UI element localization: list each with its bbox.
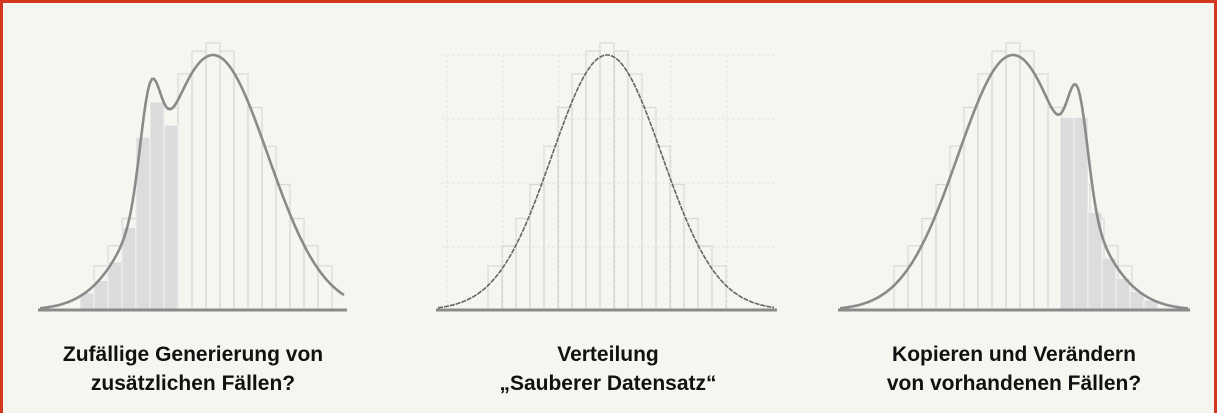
histogram-bar [641, 106, 657, 311]
caption-line: zusätzlichen Fällen? [90, 372, 296, 395]
histogram-bar [515, 217, 531, 311]
histogram-bar [963, 106, 979, 311]
added-bar [1101, 257, 1117, 311]
added-bar [1059, 117, 1075, 311]
histogram-bar [501, 245, 517, 311]
histogram-bar [543, 145, 559, 311]
histogram-bar [977, 73, 993, 311]
histogram-bar [247, 106, 263, 311]
histogram-bar [697, 245, 713, 311]
histogram-bar [177, 73, 193, 311]
histogram-bar [613, 50, 629, 311]
histogram-bar [557, 106, 573, 311]
curve [437, 54, 775, 309]
curve [839, 53, 1189, 310]
caption: Verteilung „Sauberer Datensatz“ [418, 340, 798, 398]
caption-line: „Sauberer Datensatz“ [499, 372, 717, 395]
histogram-bar [1033, 73, 1049, 311]
histogram-bar [571, 73, 587, 311]
histogram-bar [219, 50, 235, 311]
histogram-bar [275, 183, 291, 311]
caption: Zufällige Generierung von zusätzlichen F… [3, 340, 383, 398]
added-bar [163, 124, 179, 311]
histogram-bar [599, 42, 615, 311]
added-bar [149, 101, 165, 311]
histogram-bar [1019, 50, 1035, 311]
histogram-bar [585, 50, 601, 311]
added-bar [1073, 116, 1089, 311]
caption-line: Kopieren und Verändern [892, 343, 1136, 366]
histogram-bar [233, 73, 249, 311]
caption-line: Zufällige Generierung von [62, 343, 324, 366]
histogram-bar [191, 50, 207, 311]
caption-line: von vorhandenen Fällen? [886, 372, 1142, 395]
caption: Kopieren und Verändern von vorhandenen F… [824, 340, 1204, 398]
added-bar [107, 261, 123, 311]
curve [39, 53, 345, 310]
caption-line: Verteilung [557, 343, 659, 366]
histogram-bar [627, 73, 643, 311]
histogram-bar [991, 50, 1007, 311]
histogram-bar [935, 183, 951, 311]
histogram-bar [1005, 42, 1021, 311]
histogram-bar [205, 42, 221, 311]
